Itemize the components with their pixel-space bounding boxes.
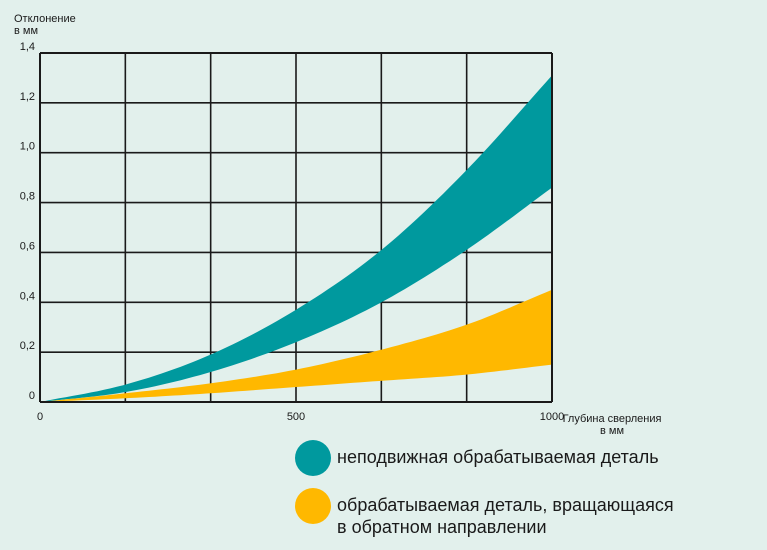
y-tick-label: 0,8	[20, 191, 35, 203]
y-axis-label: Отклонение в мм	[14, 13, 76, 37]
y-tick-label: 1,0	[20, 141, 35, 153]
y-tick-label: 1,2	[20, 91, 35, 103]
legend-swatch	[295, 488, 331, 524]
y-tick-label: 0,6	[20, 240, 35, 252]
series-band-stationary	[40, 75, 552, 403]
x-axis-label: Глубина сверления в мм	[563, 413, 662, 437]
legend-swatch	[295, 440, 331, 476]
series-areas	[40, 75, 552, 403]
series-band-rotating	[40, 289, 552, 402]
y-tick-label: 0	[29, 390, 35, 402]
legend-item-rotating: обрабатываемая деталь, вращающаяся в обр…	[295, 488, 765, 538]
y-tick-label: 0,4	[20, 290, 35, 302]
y-tick-label: 1,4	[20, 41, 35, 53]
axes	[39, 52, 553, 403]
legend-item-stationary: неподвижная обрабатываемая деталь	[295, 440, 765, 476]
y-tick-label: 0,2	[20, 340, 35, 352]
tick-labels: 0 0,2 0,4 0,6 0,8 1,0 1,2 1,4 0 500 1000	[20, 41, 565, 423]
legend: неподвижная обрабатываемая деталь обраба…	[295, 440, 765, 550]
x-tick-label: 0	[37, 411, 43, 423]
legend-label: обрабатываемая деталь, вращающаяся в обр…	[337, 495, 674, 537]
x-tick-label: 500	[287, 411, 305, 423]
legend-label: неподвижная обрабатываемая деталь	[337, 447, 659, 467]
x-tick-label: 1000	[540, 411, 564, 423]
